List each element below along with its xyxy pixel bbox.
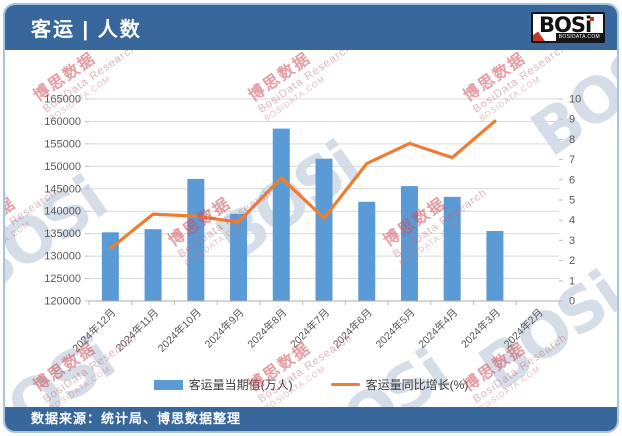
x-tick-label: 2024年5月: [373, 306, 418, 351]
x-tick-label: 2024年4月: [416, 306, 461, 351]
y-left-tick-label: 140000: [44, 206, 81, 218]
x-tick-label: 2024年10月: [155, 306, 204, 355]
bar-series: [101, 128, 504, 301]
y-right-tick-label: 1: [569, 275, 575, 287]
bar-2024年12月: [101, 232, 119, 301]
x-tick-label: 2024年9月: [202, 306, 247, 351]
y-right-tick-label: 8: [569, 134, 575, 146]
y-left-tick-label: 160000: [44, 116, 81, 128]
y-left-tick-label: 130000: [44, 251, 81, 263]
chart-legend: 客运量当期值(万人) 客运量同比增长(%): [5, 376, 617, 393]
data-source-text: 数据来源：统计局、博思数据整理: [31, 411, 242, 426]
x-tick-label: 2024年12月: [70, 306, 119, 355]
bar-series-label: 客运量当期值(万人): [188, 378, 293, 392]
x-tick-label: 2024年6月: [330, 306, 375, 351]
x-tick-label: 2024年11月: [113, 306, 161, 354]
page-title: 客运 | 人数: [31, 19, 142, 41]
bosi-logo-text: BOSi: [539, 13, 592, 37]
x-tick-label: 2024年2月: [501, 306, 546, 351]
growth-line-path: [108, 119, 497, 251]
y-right-tick-label: 7: [569, 154, 575, 166]
y-right-tick-label: 4: [569, 215, 575, 227]
x-tick-label: 2024年8月: [245, 306, 290, 351]
y-right-tick-label: 10: [569, 94, 581, 106]
x-tick-label: 2024年7月: [287, 306, 332, 351]
y-left-tick-label: 120000: [44, 296, 81, 308]
y-left-tick-label: 150000: [44, 161, 81, 173]
y-right-tick-label: 9: [569, 114, 575, 126]
bosi-logo-dot: [590, 17, 594, 21]
y-left-tick-label: 125000: [44, 273, 81, 285]
y-right-tick-label: 5: [569, 195, 575, 207]
y-left-tick-label: 165000: [44, 94, 81, 106]
bar-2024年10月: [187, 178, 205, 301]
x-axis-labels: 2024年12月2024年11月2024年10月2024年9月2024年8月20…: [70, 301, 560, 355]
bar-2024年9月: [230, 213, 248, 301]
y-right-tick-label: 0: [569, 296, 575, 308]
y-left-tick-label: 135000: [44, 228, 81, 240]
bosi-logo: BOSi BOSIDATA.COM: [531, 12, 605, 43]
bar-2024年4月: [443, 196, 461, 301]
bar-series-swatch: [153, 379, 183, 390]
bar-2024年6月: [358, 201, 376, 301]
y-axis-right: 0 1 2 3 4 5 6 7 8 9 10: [559, 94, 581, 308]
y-axis-left: 120000 125000 130000 135000 140000 145000 1500…: [44, 94, 89, 308]
line-series: [108, 119, 497, 251]
line-series-swatch: [330, 383, 360, 386]
legend-item-line-series: 客运量同比增长(%): [330, 376, 469, 393]
x-tick-label: 2024年3月: [458, 306, 503, 351]
y-right-tick-label: 3: [569, 235, 575, 247]
footer-band: 数据来源：统计局、博思数据整理: [5, 407, 617, 431]
y-right-tick-label: 2: [569, 255, 575, 267]
legend-item-bar-series: 客运量当期值(万人): [153, 376, 293, 393]
bosi-logo-domain: BOSIDATA.COM: [555, 33, 603, 41]
bar-2024年8月: [272, 128, 290, 301]
bar-2024年7月: [315, 158, 333, 301]
bar-2024年11月: [144, 229, 162, 301]
y-right-tick-label: 6: [569, 174, 575, 186]
combo-chart: 1200001250001300001350001400001450001500…: [44, 94, 581, 355]
header-band: 客运 | 人数 BOSi BOSIDATA.COM: [5, 5, 617, 50]
line-series-label: 客运量同比增长(%): [365, 378, 469, 392]
y-left-tick-label: 155000: [44, 138, 81, 150]
bar-2024年3月: [486, 230, 504, 301]
chart-area: 120000 125000 130000 135000 140000 145000 1500…: [5, 50, 617, 407]
bar-2024年5月: [400, 186, 418, 301]
y-left-tick-label: 145000: [44, 183, 81, 195]
